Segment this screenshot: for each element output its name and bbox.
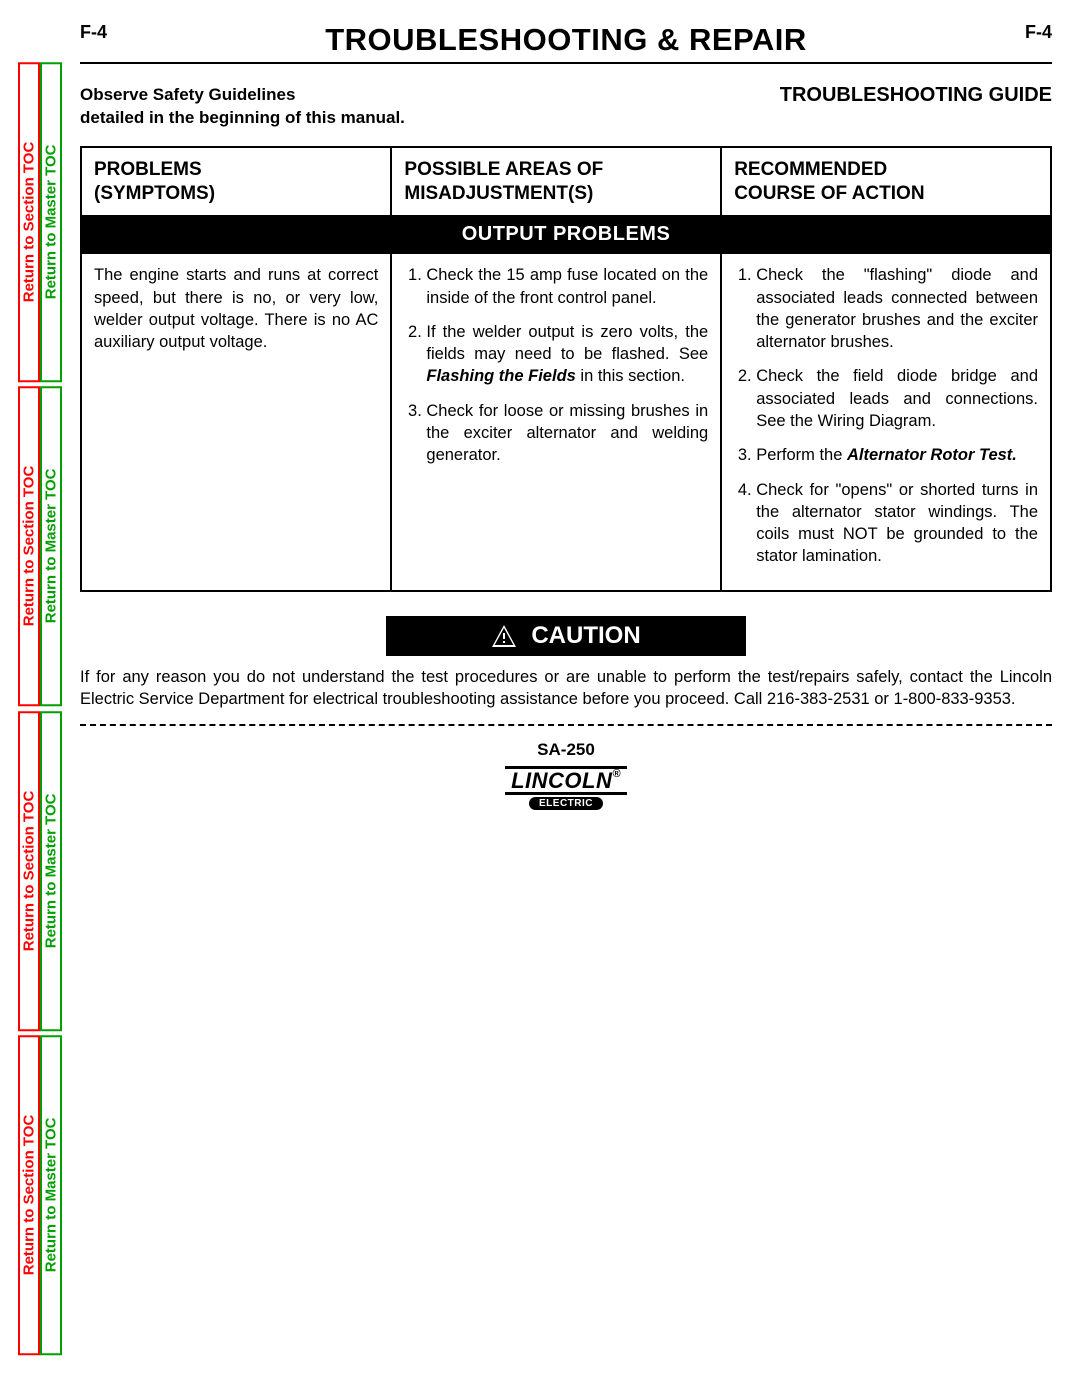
return-section-toc-link[interactable]: Return to Section TOC [18,1035,40,1355]
text: Perform the [756,446,847,464]
list-item: Check the 15 amp fuse located on the ins… [426,264,708,309]
header-text: COURSE OF ACTION [734,183,924,204]
list-item: Check for loose or missing brushes in th… [426,400,708,467]
table-row: The engine starts and runs at correct sp… [81,253,1051,590]
page-number-left: F-4 [80,22,107,43]
table-header-row: PROBLEMS (SYMPTOMS) POSSIBLE AREAS OF MI… [81,147,1051,217]
logo-brand: LINCOLN® [505,766,627,795]
return-section-toc-link[interactable]: Return to Section TOC [18,711,40,1031]
col-header-problems: PROBLEMS (SYMPTOMS) [81,147,391,217]
return-master-toc-link[interactable]: Return to Master TOC [40,62,62,382]
action-cell: Check the "flashing" diode and associate… [721,253,1051,590]
header-row: F-4 TROUBLESHOOTING & REPAIR F-4 [80,22,1052,58]
model-number: SA-250 [80,740,1052,760]
symptom-text: The engine starts and runs at correct sp… [94,264,378,353]
dashed-rule [80,724,1052,726]
page-footer: SA-250 LINCOLN® ELECTRIC [80,740,1052,810]
safety-line2: detailed in the beginning of this manual… [80,108,405,127]
return-master-toc-link[interactable]: Return to Master TOC [40,386,62,706]
col-header-action: RECOMMENDED COURSE OF ACTION [721,147,1051,217]
list-item: Check for "opens" or shorted turns in th… [756,479,1038,568]
return-section-toc-link[interactable]: Return to Section TOC [18,62,40,382]
section-toc-column: Return to Section TOC Return to Section … [18,60,40,1357]
warning-icon [491,625,517,647]
header-text: MISADJUSTMENT(S) [404,183,593,204]
category-band: OUTPUT PROBLEMS [81,216,1051,253]
subheader-row: Observe Safety Guidelines detailed in th… [80,84,1052,130]
header-text: PROBLEMS [94,159,202,180]
lincoln-logo: LINCOLN® ELECTRIC [80,766,1052,810]
symptom-cell: The engine starts and runs at correct sp… [81,253,391,590]
page-content: F-4 TROUBLESHOOTING & REPAIR F-4 Observe… [80,22,1052,1369]
master-toc-column: Return to Master TOC Return to Master TO… [40,60,62,1357]
caution-bar: CAUTION [386,616,746,656]
safety-line1: Observe Safety Guidelines [80,85,295,104]
misadjustment-cell: Check the 15 amp fuse located on the ins… [391,253,721,590]
caution-block: CAUTION If for any reason you do not und… [80,616,1052,727]
return-section-toc-link[interactable]: Return to Section TOC [18,386,40,706]
registered-mark: ® [612,768,621,780]
action-list: Check the "flashing" diode and associate… [734,264,1038,567]
list-item: Check the "flashing" diode and associate… [756,264,1038,353]
title-rule [80,62,1052,64]
brand-text: LINCOLN [511,768,612,793]
header-text: POSSIBLE AREAS OF [404,159,603,180]
text: in this section. [576,367,685,385]
col-header-misadjustments: POSSIBLE AREAS OF MISADJUSTMENT(S) [391,147,721,217]
header-text: (SYMPTOMS) [94,183,215,204]
list-item: Check the field diode bridge and associa… [756,365,1038,432]
misadjustment-list: Check the 15 amp fuse located on the ins… [404,264,708,466]
text: If the welder output is zero volts, the … [426,323,708,363]
return-master-toc-link[interactable]: Return to Master TOC [40,1035,62,1355]
emphasis-text: Alternator Rotor Test. [847,446,1017,464]
safety-note: Observe Safety Guidelines detailed in th… [80,84,405,130]
page-number-right: F-4 [1025,22,1052,43]
category-band-row: OUTPUT PROBLEMS [81,216,1051,253]
guide-heading: TROUBLESHOOTING GUIDE [780,84,1052,130]
page-title: TROUBLESHOOTING & REPAIR [107,22,1025,58]
troubleshooting-table: PROBLEMS (SYMPTOMS) POSSIBLE AREAS OF MI… [80,146,1052,592]
logo-subtext: ELECTRIC [529,797,603,810]
caution-label: CAUTION [531,622,640,650]
caution-text: If for any reason you do not understand … [80,666,1052,711]
list-item: Perform the Alternator Rotor Test. [756,444,1038,466]
emphasis-text: Flashing the Fields [426,367,575,385]
list-item: If the welder output is zero volts, the … [426,321,708,388]
side-tabs: Return to Section TOC Return to Section … [18,60,62,1357]
header-text: RECOMMENDED [734,159,887,180]
return-master-toc-link[interactable]: Return to Master TOC [40,711,62,1031]
